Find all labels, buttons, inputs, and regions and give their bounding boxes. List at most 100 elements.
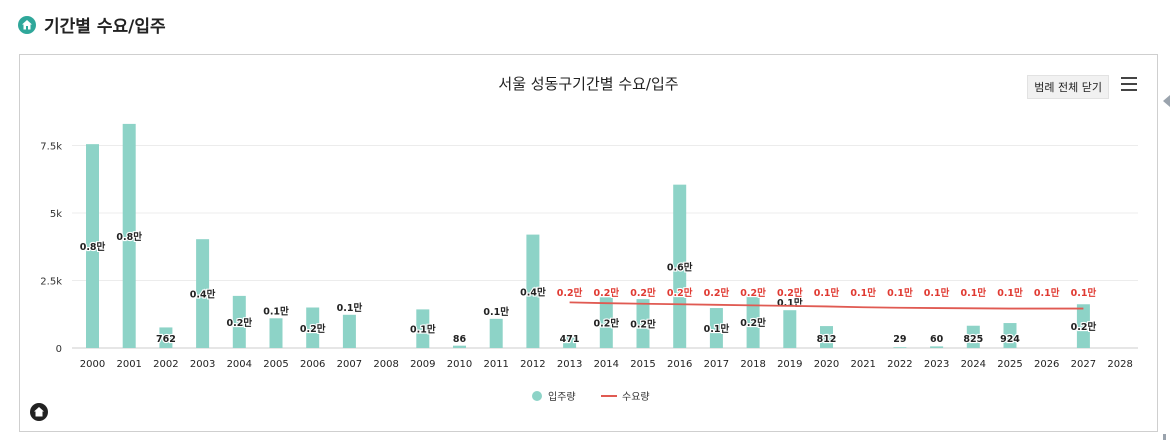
chart-svg: 0 2.5k 5k 7.5k 2000 2001 2002 2003 2004 2005 2006… [40, 123, 1138, 403]
bar-supply-2025[interactable] [1003, 323, 1017, 348]
x-tick-label: 2018 [740, 359, 765, 370]
bar-data-label: 0.4만 [190, 289, 216, 301]
bar-data-label: 60 [930, 334, 944, 345]
bar-data-label: 0.1만 [263, 305, 289, 317]
bar-data-label: 471 [560, 334, 580, 345]
bar-data-label: 0.6만 [667, 261, 693, 273]
bar-data-label: 0.2만 [740, 317, 766, 329]
bar-supply-2016[interactable] [673, 184, 687, 348]
y-tick-label: 7.5k [40, 142, 62, 153]
x-tick-label: 2027 [1071, 359, 1096, 370]
demand-data-label: 0.1만 [850, 287, 876, 299]
bar-data-label: 29 [893, 334, 906, 345]
bar-data-label: 0.8만 [80, 241, 106, 253]
bar-supply-2009[interactable] [416, 309, 430, 348]
demand-data-label: 0.2만 [594, 287, 620, 299]
x-tick-label: 2006 [300, 359, 325, 370]
demand-data-label: 0.2만 [557, 287, 583, 299]
section-title: 기간별 수요/입주 [44, 17, 166, 37]
bar-supply-2017[interactable] [709, 308, 723, 348]
x-tick-label: 2012 [520, 359, 545, 370]
demand-data-label: 0.2만 [630, 287, 656, 299]
x-tick-label: 2023 [924, 359, 949, 370]
bar-supply-2007[interactable] [342, 314, 356, 348]
x-tick-label: 2010 [447, 359, 472, 370]
bar-supply-2000[interactable] [86, 144, 99, 348]
bar-data-label: 0.4만 [520, 286, 546, 298]
x-tick-label: 2009 [410, 359, 435, 370]
bar-supply-2022[interactable] [893, 347, 907, 348]
bar-supply-2004[interactable] [232, 295, 246, 348]
bar-supply-2011[interactable] [489, 318, 503, 348]
y-tick-label: 2.5k [40, 277, 62, 288]
x-tick-label: 2014 [594, 359, 619, 370]
bar-supply-2023[interactable] [930, 346, 944, 348]
x-tick-label: 2002 [153, 359, 178, 370]
bar-supply-2014[interactable] [599, 297, 613, 348]
bar-data-label: 825 [963, 334, 983, 345]
bar-supply-2027[interactable] [1076, 304, 1090, 348]
bar-supply-2019[interactable] [783, 310, 797, 348]
y-tick-label: 5k [50, 209, 62, 220]
bar-supply-2010[interactable] [453, 345, 466, 348]
bar-supply-2005[interactable] [269, 318, 283, 348]
bar-data-label: 0.2만 [1071, 321, 1097, 333]
demand-data-label: 0.2만 [740, 287, 766, 299]
x-tick-label: 2016 [667, 359, 692, 370]
demand-data-label: 0.1만 [961, 287, 987, 299]
chart-menu-icon[interactable] [1121, 77, 1137, 91]
x-tick-label: 2007 [337, 359, 362, 370]
demand-data-label: 0.2만 [704, 287, 730, 299]
x-tick-label: 2004 [227, 359, 252, 370]
bar-data-label: 924 [1000, 334, 1020, 345]
bar-data-label: 0.1만 [410, 324, 436, 336]
bar-supply-2002[interactable] [159, 327, 173, 348]
legend-supply-label[interactable]: 입주량 [548, 390, 576, 403]
chart-legend: 입주량 수요량 [532, 390, 650, 403]
brand-logo-icon [30, 403, 48, 421]
bar-data-label: 762 [156, 334, 176, 345]
demand-data-label: 0.2만 [777, 287, 803, 299]
y-tick-label: 0 [56, 344, 62, 355]
bar-data-label: 0.1만 [704, 323, 730, 335]
bar-data-label: 0.2만 [630, 319, 656, 331]
home-icon [18, 15, 36, 34]
bar-data-label: 0.1만 [777, 297, 803, 309]
demand-data-label: 0.2만 [667, 287, 693, 299]
bar-data-label: 86 [453, 334, 467, 345]
bar-data-label: 0.2만 [300, 323, 326, 335]
x-tick-label: 2019 [777, 359, 802, 370]
x-tick-label: 2026 [1034, 359, 1059, 370]
demand-data-label: 0.1만 [814, 287, 840, 299]
bar-data-label: 0.2만 [594, 318, 620, 330]
demand-data-label: 0.1만 [924, 287, 950, 299]
legend-supply-marker[interactable] [532, 391, 542, 401]
bar-supply-2013[interactable] [563, 335, 577, 348]
bar-supply-2012[interactable] [526, 234, 540, 348]
bar-data-label: 0.1만 [483, 306, 509, 318]
demand-data-label: 0.1만 [887, 287, 913, 299]
x-tick-label: 2025 [997, 359, 1022, 370]
bar-data-label: 812 [817, 334, 837, 345]
bar-supply-2018[interactable] [746, 295, 760, 348]
bar-supply-2020[interactable] [820, 326, 833, 348]
bar-supply-2015[interactable] [636, 299, 650, 348]
demand-data-label: 0.1만 [1071, 287, 1097, 299]
bar-data-label: 0.2만 [227, 317, 253, 329]
demand-line[interactable] [569, 301, 1084, 310]
bar-supply-2003[interactable] [196, 239, 210, 348]
bar-supply-2001[interactable] [122, 123, 136, 349]
x-tick-label: 2008 [373, 359, 398, 370]
bar-supply-2024[interactable] [966, 325, 980, 348]
bar-supply-2006[interactable] [306, 307, 320, 349]
demand-data-label: 0.1만 [1034, 287, 1060, 299]
side-collapse-arrow-icon[interactable] [1163, 95, 1170, 107]
bar-data-label: 0.1만 [337, 302, 363, 314]
x-tick-label: 2005 [263, 359, 288, 370]
x-tick-label: 2024 [961, 359, 986, 370]
x-tick-label: 2000 [80, 359, 105, 370]
x-tick-label: 2013 [557, 359, 582, 370]
legend-toggle-button[interactable]: 범례 전체 닫기 [1027, 75, 1109, 99]
chart-panel: 서울 성동구기간별 수요/입주 범례 전체 닫기 0 2.5k 5k 7.5k 200… [19, 54, 1158, 432]
legend-demand-label[interactable]: 수요량 [622, 391, 650, 403]
